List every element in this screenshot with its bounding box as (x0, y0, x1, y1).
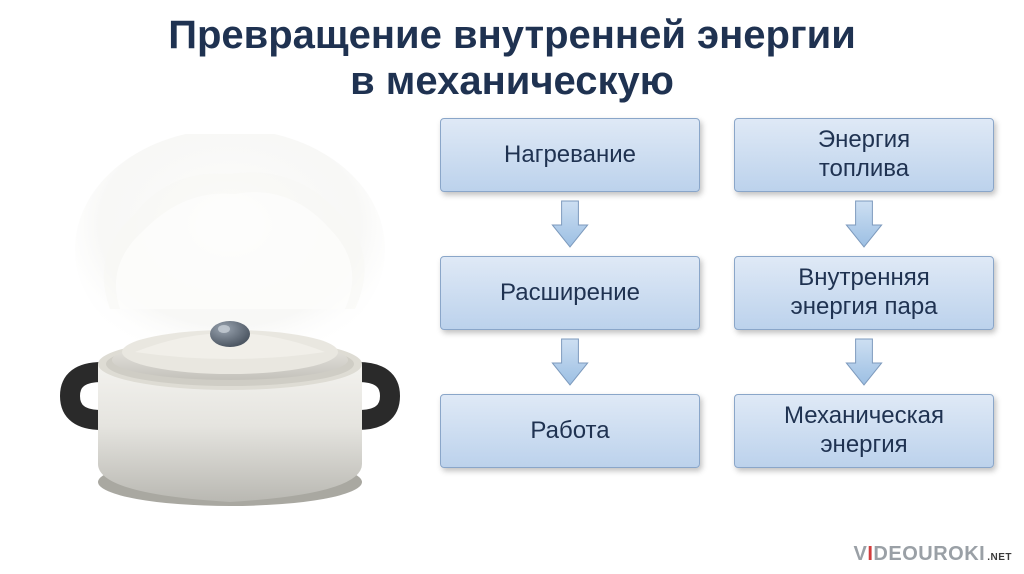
arrow-down-icon (843, 330, 885, 394)
node-steam-internal: Внутренняяэнергия пара (734, 256, 994, 330)
flow-diagram: Нагревание Расширение Работа Энергиятоплива… (440, 114, 1024, 514)
watermark: VIDEOUROKI.NET (854, 543, 1012, 566)
watermark-rest: DEOUROKI (873, 543, 985, 566)
title-line-2: в механическую (350, 59, 674, 103)
arrow-down-icon (843, 192, 885, 256)
pot-illustration (40, 134, 420, 514)
watermark-suffix: .NET (987, 552, 1012, 563)
pot-handle-right (358, 372, 390, 420)
watermark-v: V (854, 543, 868, 566)
pot-handle-left (70, 372, 102, 420)
flow-column-energy: Энергиятоплива Внутренняяэнергия пара Меха… (734, 118, 994, 514)
flow-column-process: Нагревание Расширение Работа (440, 118, 700, 514)
illustration-pane (0, 114, 440, 514)
pot-knob (210, 321, 250, 347)
node-expansion: Расширение (440, 256, 700, 330)
arrow-down-icon (549, 330, 591, 394)
arrow-down-icon (549, 192, 591, 256)
page-title: Превращение внутренней энергии в механич… (0, 0, 1024, 104)
node-mech-energy: Механическаяэнергия (734, 394, 994, 468)
node-heating: Нагревание (440, 118, 700, 192)
content-area: Нагревание Расширение Работа Энергиятоплива… (0, 114, 1024, 514)
title-line-1: Превращение внутренней энергии (168, 13, 856, 57)
node-work: Работа (440, 394, 700, 468)
node-fuel-energy: Энергиятоплива (734, 118, 994, 192)
